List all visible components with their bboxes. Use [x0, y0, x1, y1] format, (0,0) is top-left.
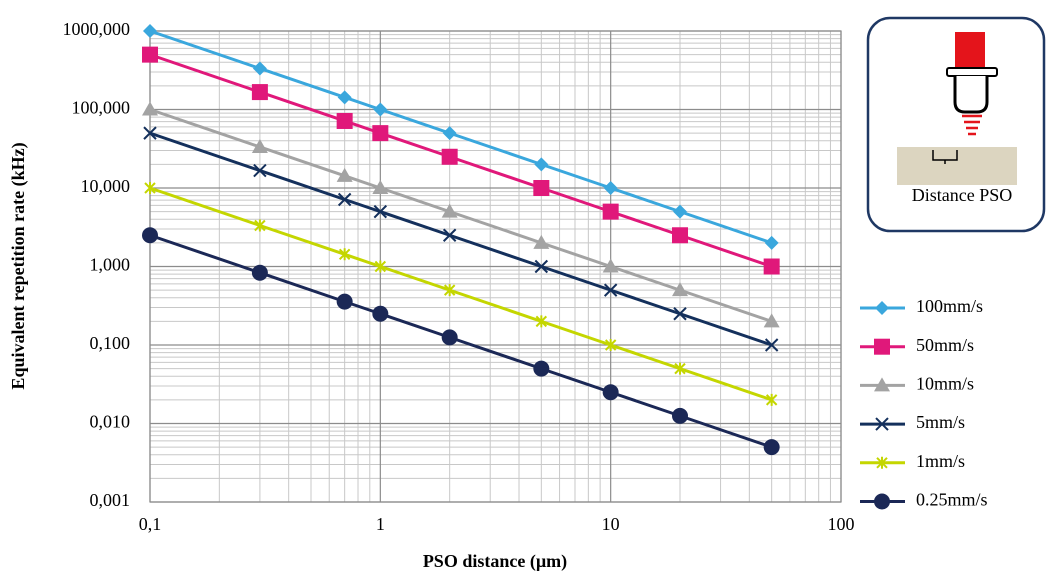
marker — [874, 493, 890, 510]
marker — [442, 228, 457, 242]
marker — [142, 46, 158, 63]
marker — [144, 182, 156, 194]
plot-frame — [149, 30, 842, 503]
marker — [602, 384, 619, 401]
marker — [602, 203, 619, 220]
marker — [763, 313, 780, 328]
marker — [443, 284, 456, 297]
marker — [602, 258, 619, 273]
y-axis-title: Equivalent repetition rate (kHz) — [8, 142, 29, 389]
marker — [763, 258, 780, 275]
marker — [337, 192, 352, 207]
legend-label: 5mm/s — [916, 412, 965, 432]
marker — [764, 338, 779, 352]
marker — [254, 219, 266, 232]
y-tick-label: 0,100 — [90, 333, 131, 353]
inset-nozzle-top — [955, 32, 985, 68]
marker — [673, 204, 688, 219]
marker — [672, 227, 689, 244]
marker — [336, 112, 353, 129]
marker — [441, 148, 458, 165]
marker — [533, 360, 550, 377]
marker — [533, 234, 550, 249]
marker — [875, 417, 889, 431]
marker — [441, 329, 458, 346]
marker — [372, 180, 389, 194]
inset: Distance PSO — [866, 16, 1046, 233]
y-tick-label: 100,000 — [72, 98, 131, 118]
marker — [533, 180, 550, 196]
legend-label: 0.25mm/s — [916, 490, 988, 510]
marker — [373, 204, 388, 219]
marker — [534, 157, 549, 172]
x-axis-title: PSO distance (µm) — [423, 551, 567, 572]
marker — [251, 264, 268, 281]
inset-collar — [946, 67, 998, 77]
inset-beam — [962, 114, 982, 136]
marker — [875, 301, 889, 315]
marker — [876, 456, 888, 469]
series — [142, 227, 780, 456]
y-tick-label: 1,000 — [90, 255, 131, 275]
marker — [673, 307, 687, 321]
series — [142, 101, 780, 328]
marker — [251, 84, 268, 101]
marker — [143, 24, 157, 38]
marker — [603, 181, 618, 195]
legend-label: 50mm/s — [916, 335, 974, 355]
inset-label: Distance PSO — [912, 185, 1013, 205]
marker — [763, 439, 780, 456]
marker — [672, 407, 689, 424]
grid — [149, 30, 842, 503]
inset-nozzle — [953, 76, 989, 114]
marker — [253, 163, 267, 178]
marker — [143, 126, 157, 140]
y-tick-label: 1000,000 — [63, 19, 131, 39]
y-tick-label: 0,001 — [90, 490, 131, 510]
marker — [337, 90, 352, 105]
marker — [142, 227, 158, 244]
marker — [442, 126, 457, 141]
y-tick-label: 10,000 — [81, 176, 131, 196]
marker — [534, 259, 549, 274]
legend-label: 10mm/s — [916, 374, 974, 394]
series — [142, 46, 780, 275]
marker — [252, 61, 267, 76]
marker — [604, 339, 617, 351]
legend-label: 1mm/s — [916, 451, 965, 471]
x-tick-label: 1 — [376, 514, 385, 534]
marker — [765, 393, 778, 406]
marker — [373, 102, 388, 117]
legend-label: 100mm/s — [916, 296, 983, 316]
inset-bracket — [932, 150, 958, 164]
series — [143, 24, 779, 250]
marker — [372, 125, 389, 142]
marker — [374, 260, 387, 273]
marker — [336, 167, 353, 182]
legend: 100mm/s 50mm/s 10mm/s 5mm/s 1mm/s 0.25mm/s — [860, 296, 988, 510]
x-tick-label: 100 — [828, 514, 855, 534]
marker — [372, 305, 389, 322]
marker — [142, 101, 158, 116]
series — [144, 182, 778, 406]
marker — [338, 248, 351, 261]
y-tick-label: 0,010 — [90, 412, 131, 432]
marker — [336, 293, 353, 310]
marker — [441, 203, 458, 218]
marker — [603, 283, 618, 297]
marker — [764, 235, 779, 250]
marker — [874, 338, 890, 355]
marker — [874, 377, 890, 392]
marker — [674, 362, 686, 375]
marker — [672, 282, 689, 297]
series — [143, 126, 779, 352]
x-tick-label: 0,1 — [139, 514, 162, 534]
marker — [535, 315, 548, 328]
marker — [251, 138, 268, 153]
x-tick-label: 10 — [602, 514, 620, 534]
